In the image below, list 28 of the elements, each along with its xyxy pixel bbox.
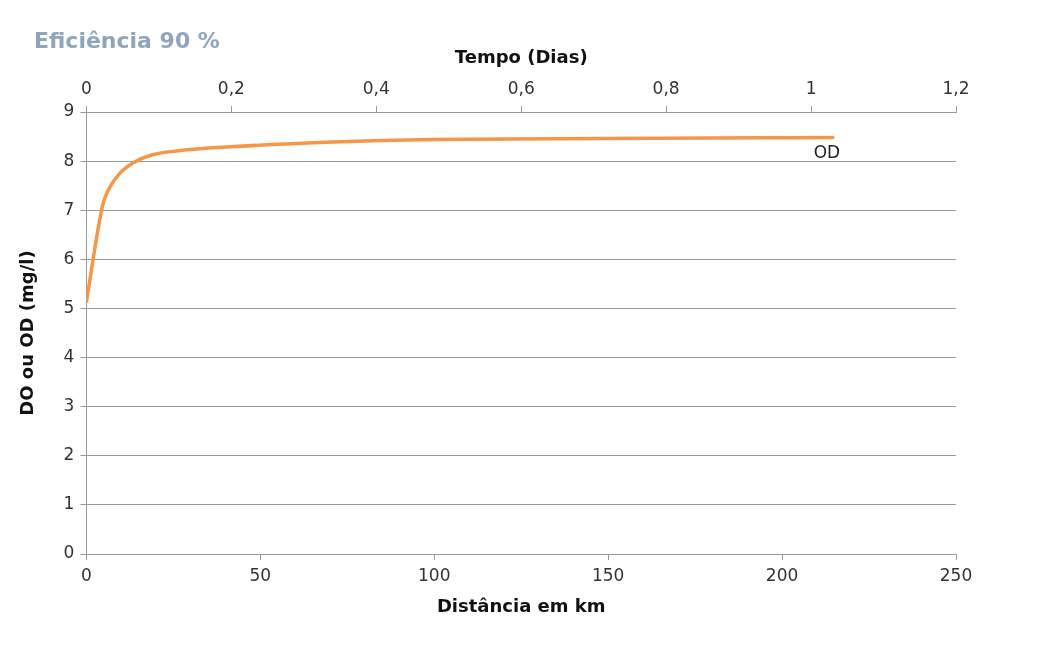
y-tick-label: 8 (63, 149, 75, 170)
x2-tick-label: 0 (81, 78, 92, 99)
x2-tick-label: 0,4 (362, 78, 390, 99)
y-tick-label: 0 (63, 542, 75, 563)
y-axis-title: DO ou OD (mg/l) (16, 250, 38, 416)
y-tick-label: 7 (63, 198, 75, 219)
x2-axis-title: Tempo (Dias) (454, 46, 588, 68)
y-tick-label: 3 (63, 395, 75, 416)
chart-title: Eficiência 90 % (34, 28, 220, 53)
x2-tick-label: 0,6 (507, 78, 535, 99)
x2-tick-label: 1,2 (942, 78, 970, 99)
x2-tick-label: 0,2 (217, 78, 245, 99)
x-tick-label: 50 (249, 564, 272, 585)
x-axis-title: Distância em km (436, 594, 606, 616)
x2-tick-label: 1 (805, 78, 817, 99)
y-tick-label: 9 (63, 100, 75, 121)
x2-tick-label: 0,8 (652, 78, 680, 99)
y-tick-label: 2 (63, 444, 75, 465)
x-tick-label: 150 (591, 564, 625, 585)
y-tick-label: 5 (63, 296, 75, 317)
series-label: OD (813, 142, 841, 163)
x-tick-label: 200 (765, 564, 799, 585)
x-tick-label: 100 (418, 564, 451, 585)
y-tick-label: 1 (63, 493, 75, 514)
y-tick-label: 4 (63, 345, 75, 366)
x-tick-label: 250 (939, 564, 973, 585)
y-tick-label: 6 (63, 247, 75, 268)
x-tick-label: 0 (81, 564, 92, 585)
